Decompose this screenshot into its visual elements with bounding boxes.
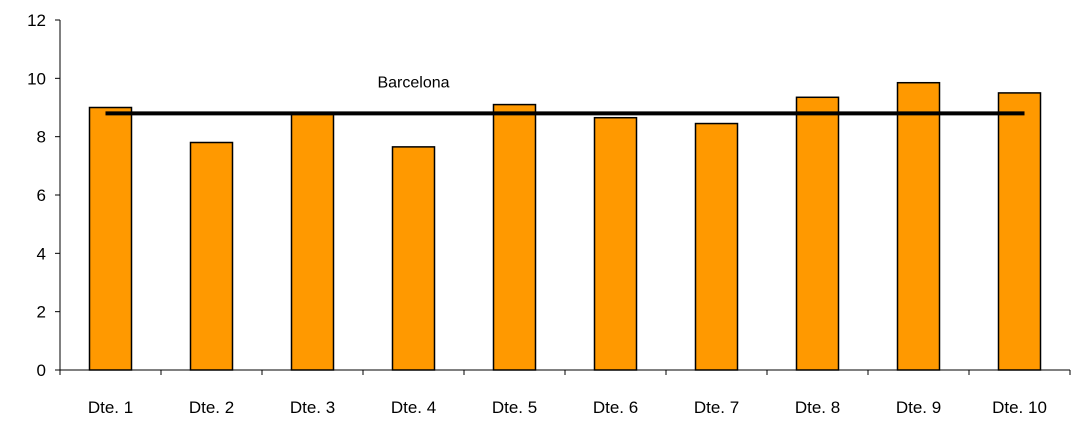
bar [189,141,234,371]
bar [290,112,335,371]
y-tick-label: 6 [37,186,46,205]
x-tick-label: Dte. 6 [593,398,638,417]
bar [593,116,638,371]
bar [694,122,739,371]
x-tick-label: Dte. 1 [88,398,133,417]
y-tick-label: 8 [37,128,46,147]
x-tick-label: Dte. 2 [189,398,234,417]
y-tick-label: 2 [37,303,46,322]
reference-line-group: Barcelona [105,74,1025,116]
x-tick-label: Dte. 3 [290,398,335,417]
y-tick-label: 12 [27,11,46,30]
bar [795,96,840,371]
x-tick-label: Dte. 9 [896,398,941,417]
y-tick-label: 0 [37,361,46,380]
x-tick-label: Dte. 8 [795,398,840,417]
reference-line-label: Barcelona [377,74,449,91]
x-tick-label: Dte. 5 [492,398,537,417]
bar [391,146,436,371]
x-axis: Dte. 1 Dte. 2 Dte. 3 Dte. 4 Dte. 5 Dte. 6 Dte.… [59,369,1071,417]
bar [88,106,133,371]
y-tick-label: 4 [37,244,46,263]
x-tick-label: Dte. 4 [391,398,436,417]
bar [896,81,941,371]
x-tick-label: Dte. 7 [694,398,739,417]
y-ticks: 0 2 4 6 8 10 12 [27,11,60,380]
y-axis: 0 2 4 6 8 10 12 [27,11,61,380]
bars [88,81,1042,371]
y-tick-label: 10 [27,69,46,88]
bar [492,103,537,371]
x-tick-label: Dte. 10 [992,398,1047,417]
bar [997,92,1042,371]
x-ticks: Dte. 1 Dte. 2 Dte. 3 Dte. 4 Dte. 5 Dte. 6 Dte.… [59,370,1071,417]
